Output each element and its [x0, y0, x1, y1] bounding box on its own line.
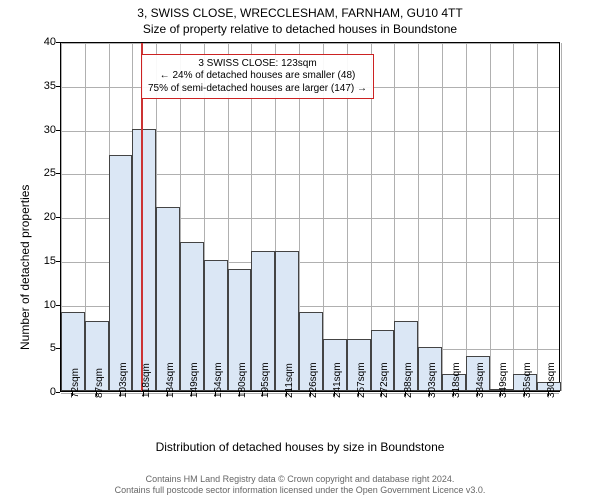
annotation-line: 3 SWISS CLOSE: 123sqm: [148, 58, 367, 71]
x-tick-label: 303sqm: [427, 362, 438, 398]
y-tick-label: 25: [44, 167, 56, 179]
chart-title-address: 3, SWISS CLOSE, WRECCLESHAM, FARNHAM, GU…: [0, 6, 600, 20]
y-tick-mark: [56, 392, 60, 393]
x-tick-label: 226sqm: [308, 362, 319, 398]
y-tick-mark: [56, 173, 60, 174]
x-tick-label: 87sqm: [94, 368, 105, 398]
x-tick-label: 72sqm: [70, 368, 81, 398]
x-tick-label: 257sqm: [356, 362, 367, 398]
y-tick-label: 10: [44, 299, 56, 311]
annotation-box: 3 SWISS CLOSE: 123sqm← 24% of detached h…: [141, 54, 374, 100]
x-tick-label: 334sqm: [475, 362, 486, 398]
y-tick-label: 35: [44, 80, 56, 92]
x-tick-label: 365sqm: [522, 362, 533, 398]
y-tick-label: 15: [44, 255, 56, 267]
y-tick-label: 40: [44, 36, 56, 48]
x-tick-label: 380sqm: [546, 362, 557, 398]
y-tick-mark: [56, 42, 60, 43]
gridline-v: [418, 43, 419, 391]
x-tick-label: 272sqm: [379, 362, 390, 398]
attribution-text: Contains HM Land Registry data © Crown c…: [0, 474, 600, 496]
x-tick-label: 195sqm: [260, 362, 271, 398]
y-tick-mark: [56, 348, 60, 349]
x-tick-label: 164sqm: [213, 362, 224, 398]
gridline-h: [61, 43, 559, 44]
y-axis-label: Number of detached properties: [18, 185, 32, 350]
x-tick-label: 134sqm: [165, 362, 176, 398]
x-tick-label: 288sqm: [403, 362, 414, 398]
x-tick-label: 103sqm: [118, 362, 129, 398]
y-tick-label: 20: [44, 211, 56, 223]
attribution-line2: Contains full postcode sector informatio…: [115, 485, 486, 495]
annotation-line: 75% of semi-detached houses are larger (…: [148, 83, 367, 96]
x-axis-label: Distribution of detached houses by size …: [0, 440, 600, 454]
attribution-line1: Contains HM Land Registry data © Crown c…: [146, 474, 455, 484]
x-tick-label: 211sqm: [284, 363, 295, 398]
chart-container: 3, SWISS CLOSE, WRECCLESHAM, FARNHAM, GU…: [0, 0, 600, 500]
gridline-v: [466, 43, 467, 391]
histogram-bar: [132, 129, 156, 392]
x-tick-label: 241sqm: [332, 362, 343, 398]
histogram-bar: [109, 155, 133, 391]
y-tick-mark: [56, 217, 60, 218]
plot-area: 3 SWISS CLOSE: 123sqm← 24% of detached h…: [60, 42, 560, 392]
x-tick-label: 318sqm: [451, 362, 462, 398]
x-tick-label: 118sqm: [141, 363, 152, 398]
y-tick-mark: [56, 261, 60, 262]
annotation-line: ← 24% of detached houses are smaller (48…: [148, 70, 367, 83]
y-tick-mark: [56, 305, 60, 306]
y-tick-label: 30: [44, 124, 56, 136]
gridline-v: [561, 43, 562, 391]
y-tick-mark: [56, 86, 60, 87]
chart-title-subtitle: Size of property relative to detached ho…: [0, 22, 600, 36]
gridline-v: [537, 43, 538, 391]
x-tick-label: 349sqm: [498, 362, 509, 398]
gridline-v: [490, 43, 491, 391]
x-tick-label: 149sqm: [189, 362, 200, 398]
gridline-v: [442, 43, 443, 391]
gridline-v: [513, 43, 514, 391]
x-tick-label: 180sqm: [237, 362, 248, 398]
y-tick-mark: [56, 130, 60, 131]
